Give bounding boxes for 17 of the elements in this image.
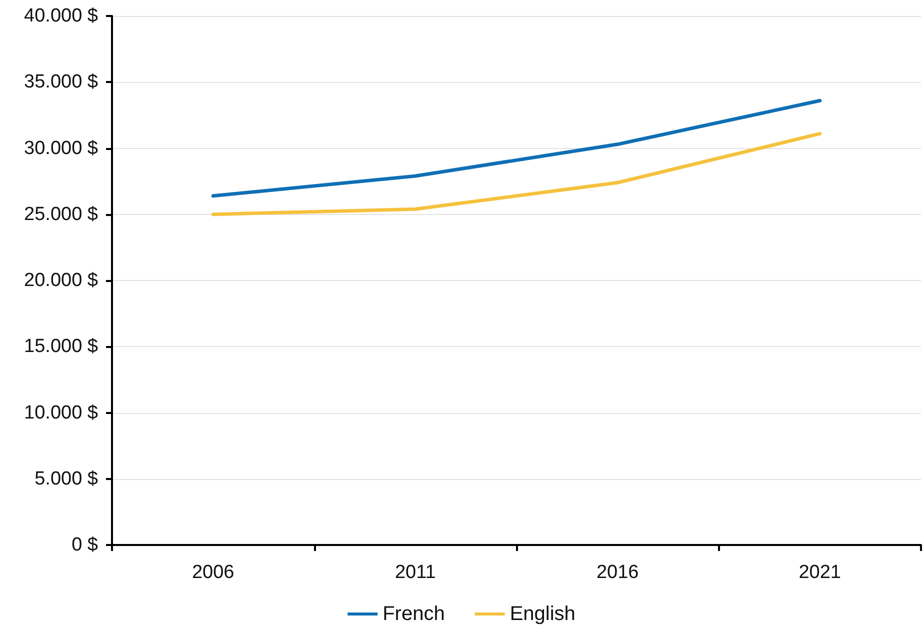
line-series (211, 132, 822, 216)
y-tick-label: 20.000 $ (24, 270, 98, 291)
y-tick-label: 30.000 $ (24, 138, 98, 159)
y-tick-label: 0 $ (72, 534, 98, 556)
line-series (211, 98, 822, 198)
legend-label: French (382, 603, 445, 625)
legend-label: English (510, 603, 576, 625)
x-tick-label: 2021 (798, 562, 842, 583)
y-tick-label: 40.000 $ (24, 6, 98, 26)
x-tick-label: 2011 (394, 562, 436, 583)
y-tick-label: 35.000 $ (24, 72, 98, 93)
y-tick-label: 25.000 $ (24, 204, 98, 225)
y-tick-label: 15.000 $ (24, 336, 98, 358)
x-tick-label: 2016 (596, 562, 639, 583)
x-tick-label: 2006 (192, 562, 234, 583)
y-tick-label: 10.000 $ (24, 402, 98, 424)
y-tick-label: 5.000 $ (34, 468, 98, 490)
